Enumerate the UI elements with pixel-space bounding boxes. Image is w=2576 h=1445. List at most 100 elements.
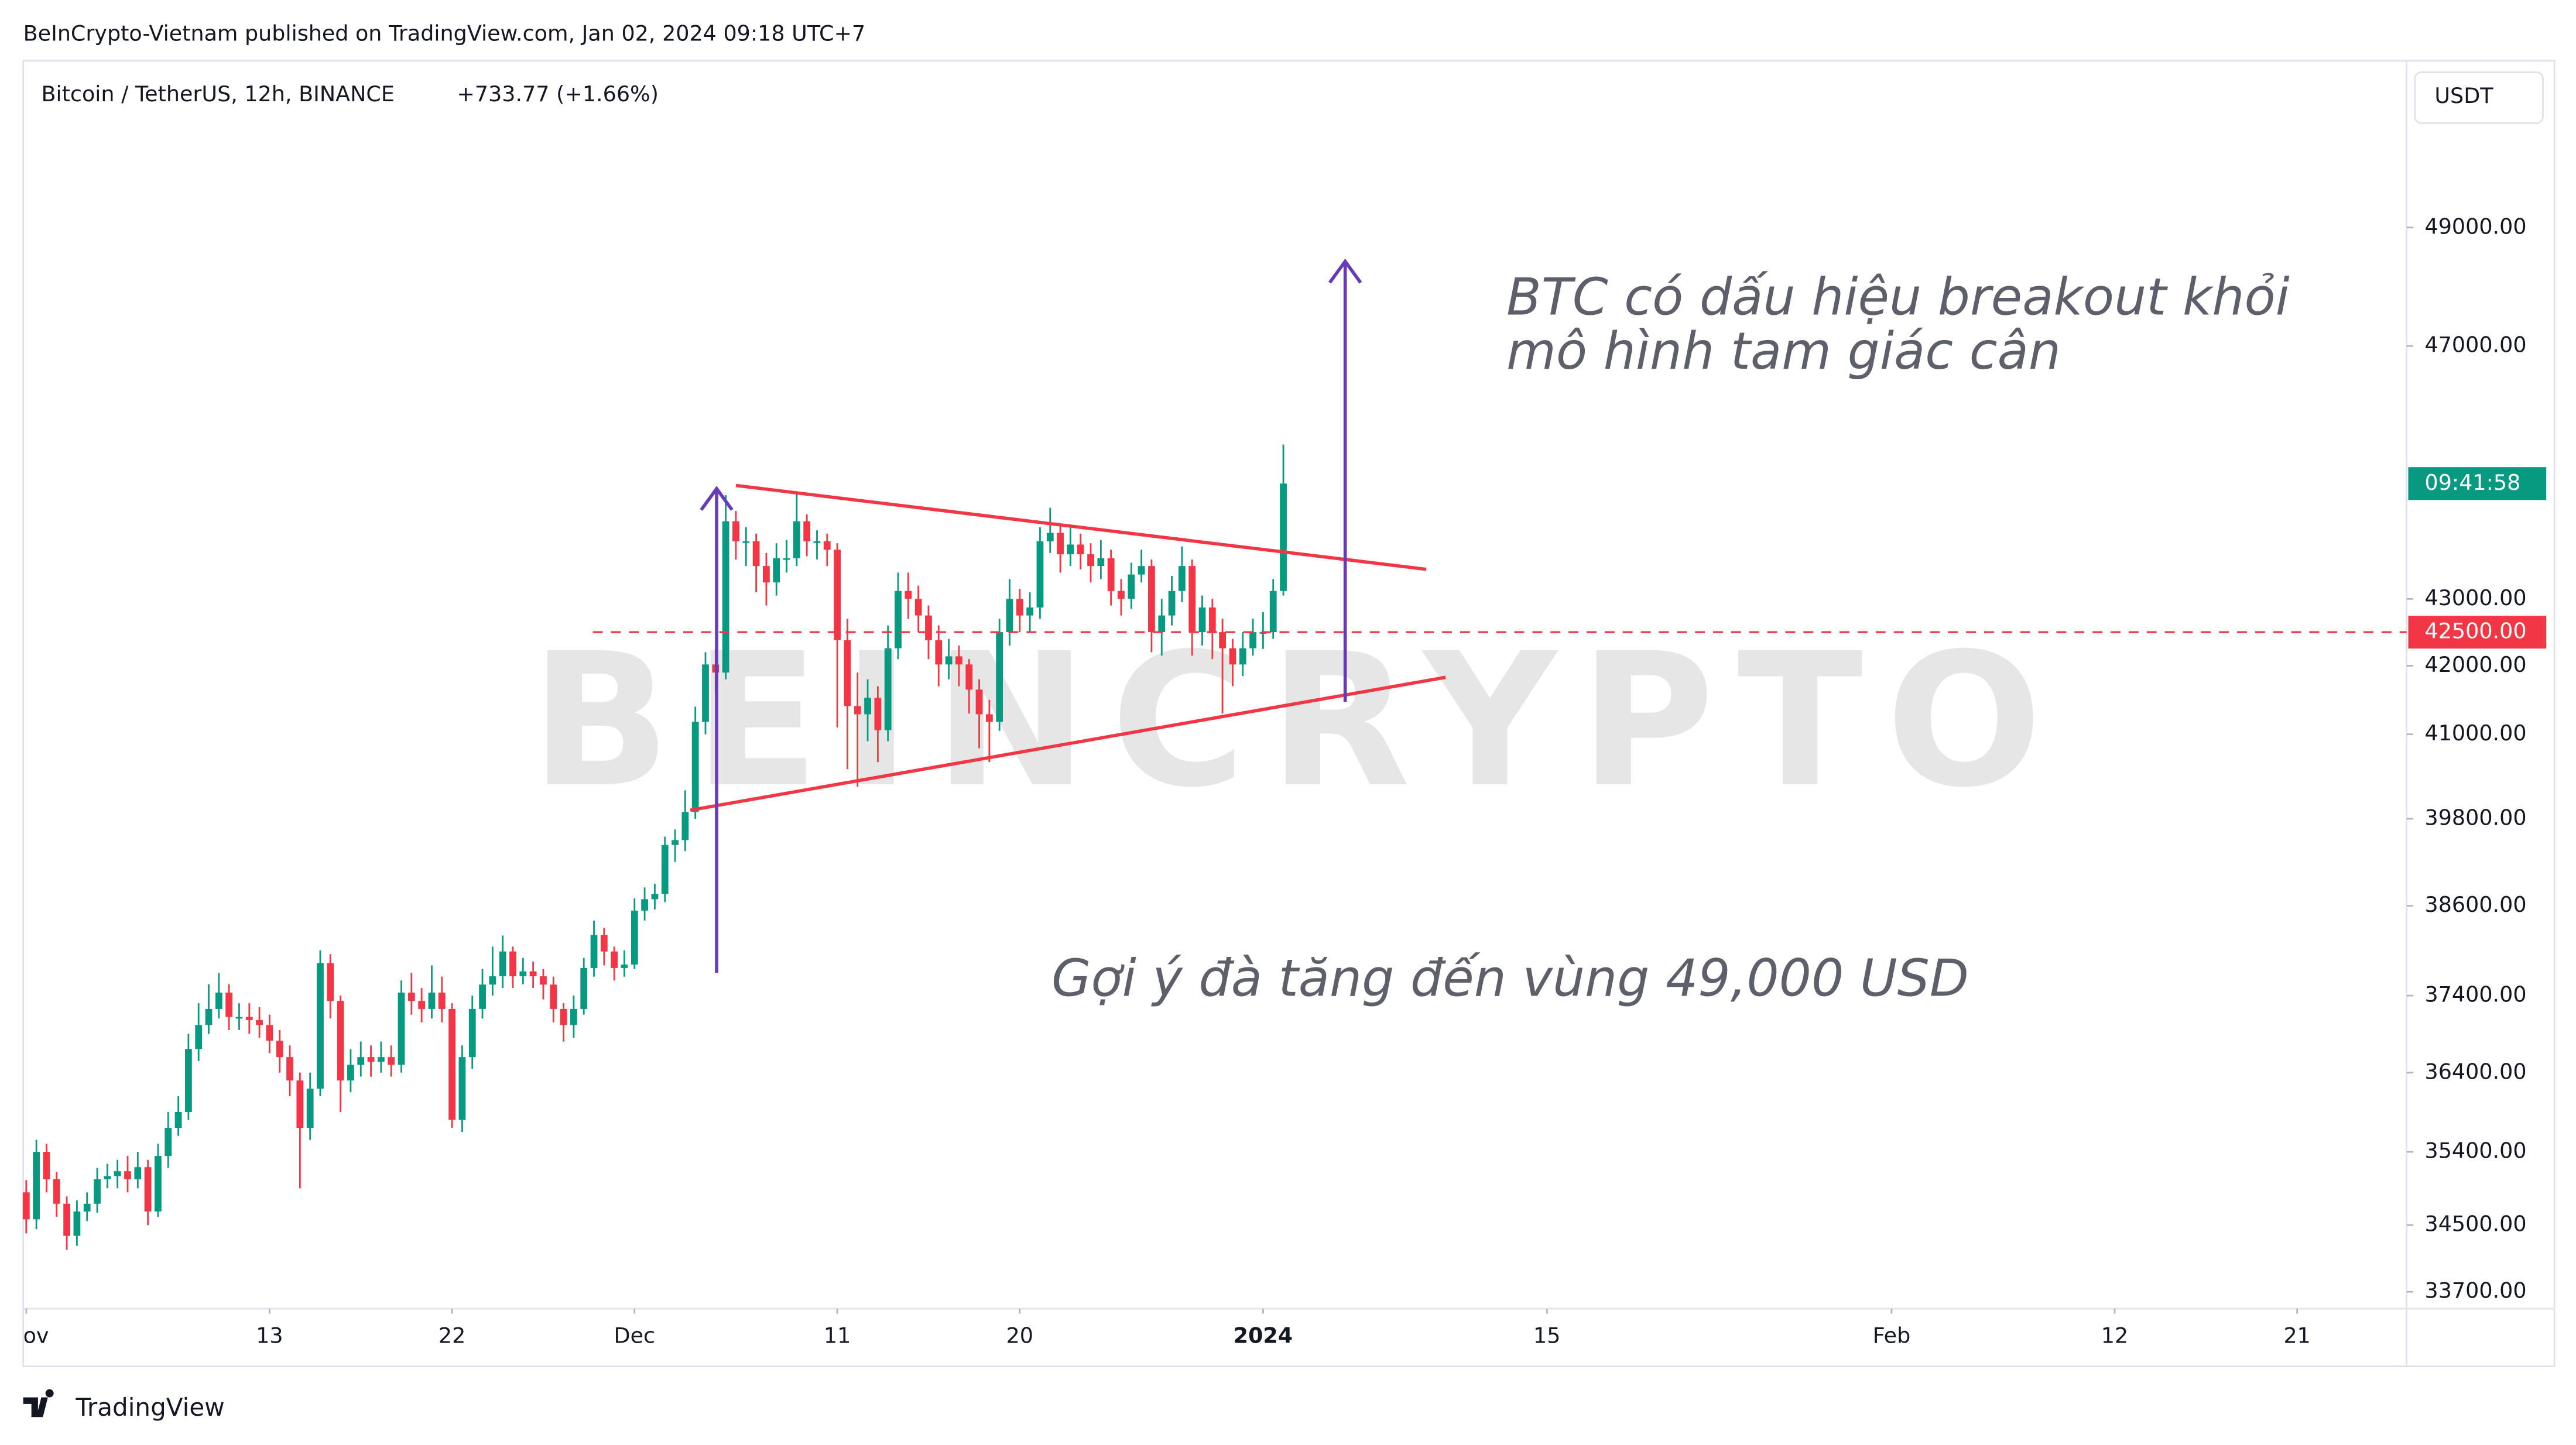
candle-body bbox=[225, 992, 233, 1017]
x-tick-label: Feb bbox=[1873, 1323, 1911, 1348]
candle-body bbox=[306, 1089, 314, 1128]
candle-body bbox=[1006, 599, 1013, 633]
candle-body bbox=[722, 521, 729, 673]
candle-body bbox=[468, 1008, 476, 1058]
candle-body bbox=[1057, 533, 1064, 555]
candle-body bbox=[631, 910, 638, 965]
y-tick-label: 41000.00 bbox=[2425, 720, 2527, 746]
candle-body bbox=[550, 984, 557, 1009]
y-tick-label: 47000.00 bbox=[2425, 332, 2527, 358]
candle-body bbox=[1269, 591, 1277, 633]
brand-logo: TradingView bbox=[23, 1389, 225, 1422]
candle-body bbox=[519, 971, 527, 977]
candle-body bbox=[165, 1128, 172, 1156]
candle-body bbox=[347, 1065, 354, 1081]
candle-body bbox=[63, 1203, 70, 1236]
candle-body bbox=[174, 1111, 182, 1128]
candle-body bbox=[641, 899, 648, 911]
watermark: BEINCRYPTO bbox=[530, 614, 2065, 828]
x-tick-label: 21 bbox=[2283, 1323, 2310, 1348]
candle-body bbox=[1107, 558, 1115, 591]
candle-body bbox=[155, 1155, 162, 1212]
candle-body bbox=[124, 1171, 131, 1180]
x-tick-label: Dec bbox=[614, 1323, 656, 1348]
x-tick-label: 12 bbox=[2101, 1323, 2128, 1348]
plot bbox=[22, 444, 1287, 1250]
candle-body bbox=[296, 1080, 304, 1128]
candle-body bbox=[1128, 574, 1135, 599]
candle-body bbox=[985, 714, 993, 722]
candle-body bbox=[864, 698, 871, 715]
candle-body bbox=[681, 812, 689, 840]
candle-body bbox=[276, 1041, 283, 1058]
brand: TradingView bbox=[75, 1393, 224, 1422]
candle-body bbox=[742, 541, 750, 543]
candle-body bbox=[22, 1192, 30, 1220]
x-tick-label: 11 bbox=[824, 1323, 851, 1348]
candle-body bbox=[935, 640, 943, 665]
candle-body bbox=[540, 976, 547, 985]
candle-body bbox=[752, 541, 760, 567]
candle-body bbox=[1026, 607, 1034, 616]
y-tick-label: 36400.00 bbox=[2425, 1059, 2527, 1084]
candle-body bbox=[1219, 632, 1227, 648]
candle-body bbox=[458, 1057, 466, 1120]
candle-body bbox=[378, 1057, 385, 1062]
y-tick-label: 39800.00 bbox=[2425, 805, 2527, 830]
candle-body bbox=[975, 689, 983, 715]
brand-icon bbox=[23, 1389, 54, 1417]
axes: 49000.00 47000.00 43000.00 42000.00 41000.00… bbox=[23, 214, 2547, 1348]
candle-body bbox=[1138, 566, 1145, 575]
countdown: 09:41:58 bbox=[2425, 470, 2521, 495]
candle-body bbox=[1158, 615, 1166, 633]
candle-body bbox=[134, 1167, 142, 1180]
y-tick-label: 33700.00 bbox=[2425, 1278, 2527, 1303]
candle-body bbox=[1148, 566, 1155, 633]
arrow bbox=[700, 486, 734, 973]
countdown-box bbox=[2408, 467, 2547, 500]
candle-body bbox=[327, 963, 334, 1001]
candle-body bbox=[1239, 648, 1246, 665]
candle-body bbox=[1229, 648, 1236, 665]
x-tick-label: 2024 bbox=[1234, 1323, 1293, 1348]
candle-body bbox=[1077, 544, 1084, 555]
candle-body bbox=[428, 992, 436, 1009]
candle-body bbox=[489, 976, 496, 985]
candle-body bbox=[94, 1179, 101, 1204]
candle-body bbox=[834, 550, 841, 640]
y-tick-label: 42000.00 bbox=[2425, 652, 2527, 677]
candle-body bbox=[184, 1049, 192, 1112]
y-tick-label: 34500.00 bbox=[2425, 1211, 2527, 1237]
x-tick-label: 22 bbox=[439, 1323, 465, 1348]
x-tick-label: ov bbox=[23, 1323, 49, 1348]
candle-body bbox=[621, 965, 628, 968]
change: +733.77 (+1.66%) bbox=[457, 81, 659, 107]
candle-body bbox=[1118, 591, 1125, 599]
y-tick-label: 37400.00 bbox=[2425, 982, 2527, 1007]
currency[interactable]: USDT bbox=[2434, 83, 2493, 108]
candle-body bbox=[1208, 607, 1216, 633]
candle-body bbox=[1016, 599, 1023, 616]
currency-box[interactable] bbox=[2414, 71, 2544, 124]
candle-body bbox=[884, 648, 892, 730]
candle-body bbox=[43, 1152, 50, 1180]
candle-body bbox=[600, 935, 608, 952]
candle-body bbox=[905, 591, 912, 599]
candle-body bbox=[965, 664, 973, 690]
candle-body bbox=[854, 706, 861, 715]
candle-body bbox=[438, 992, 446, 1009]
candle-body bbox=[945, 656, 953, 665]
candle-body bbox=[813, 541, 821, 543]
candle-body bbox=[398, 992, 405, 1065]
candle-body bbox=[73, 1211, 81, 1236]
candle-body bbox=[874, 698, 882, 730]
candle-body bbox=[996, 632, 1003, 722]
candle-body bbox=[783, 558, 790, 560]
candle-body bbox=[1249, 632, 1256, 648]
candle-body bbox=[1046, 533, 1054, 541]
candle-body bbox=[1087, 554, 1094, 567]
candle-body bbox=[509, 951, 516, 977]
candle-body bbox=[590, 935, 598, 968]
candle-body bbox=[570, 1008, 577, 1025]
